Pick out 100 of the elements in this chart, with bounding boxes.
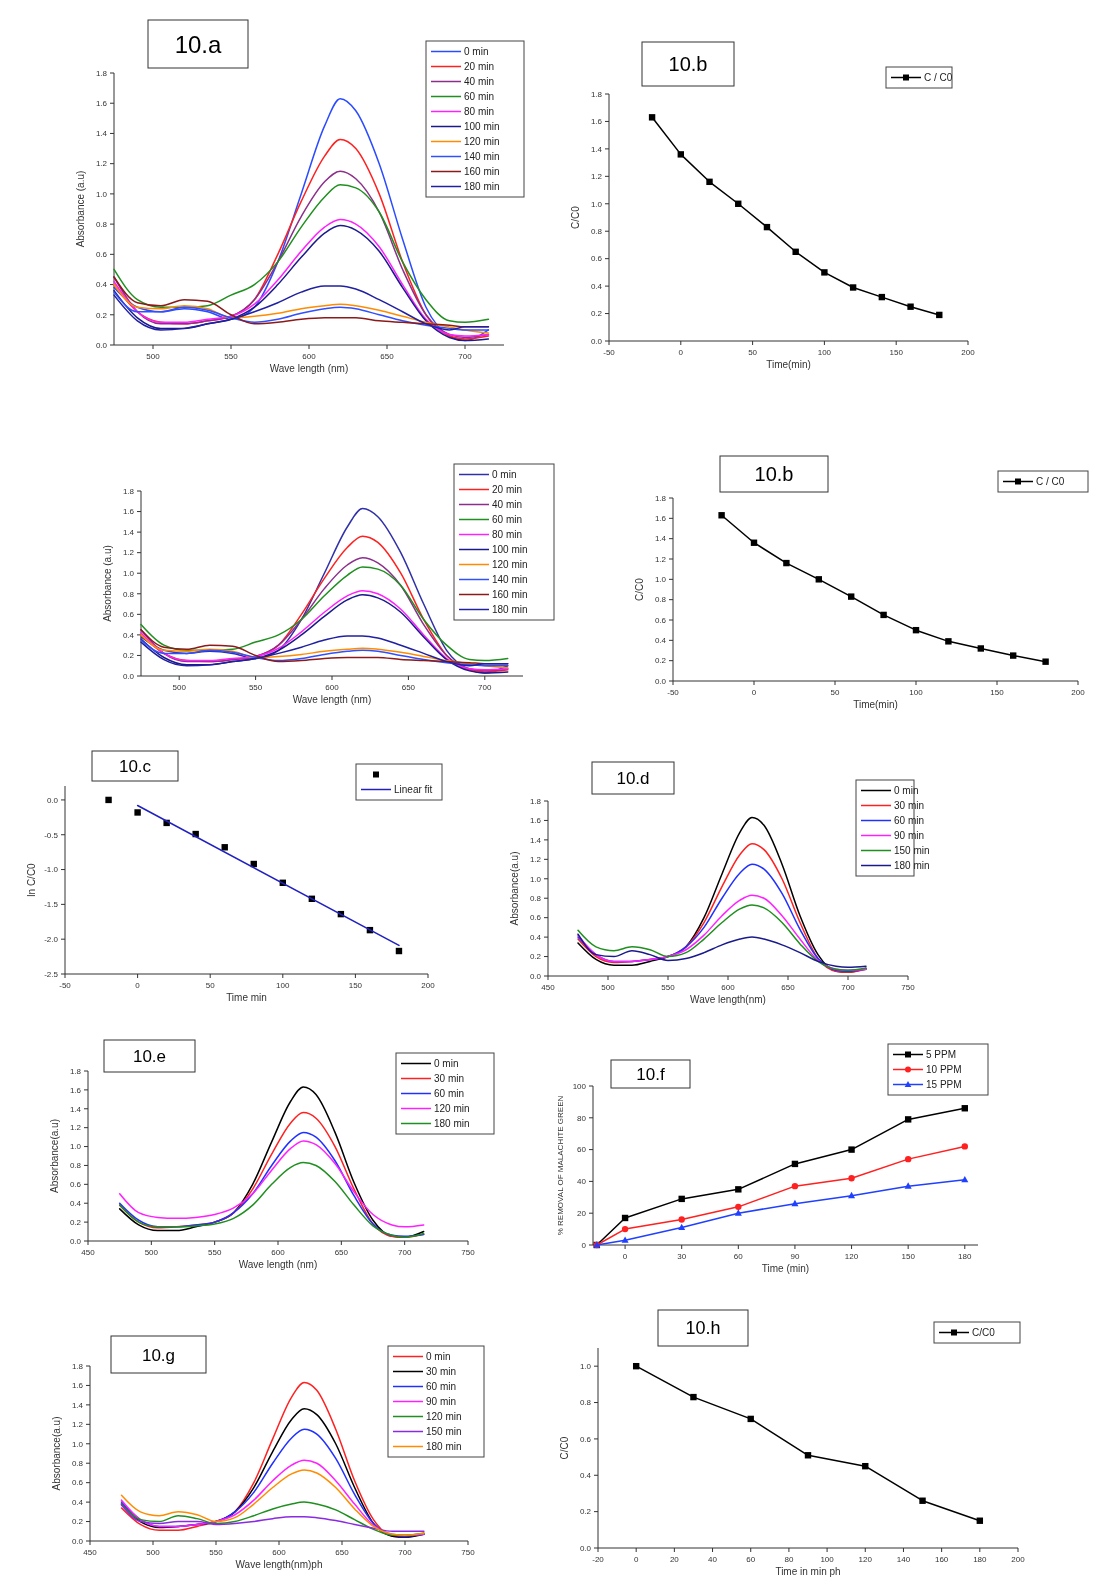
y-tick-label: 0.2: [69, 1217, 82, 1227]
legend-label: 5 PPM: [926, 1049, 957, 1060]
x-tick-label: 450: [541, 983, 556, 992]
x-tick-label: 160: [934, 1555, 949, 1564]
y-tick-label: 0.6: [95, 250, 108, 260]
y-tick-label: 0.8: [71, 1459, 84, 1469]
y-tick-label: 0.2: [95, 310, 108, 320]
y-tick-label: 1.8: [654, 493, 667, 503]
x-tick-label: 200: [961, 348, 976, 357]
x-tick-label: 500: [146, 352, 161, 361]
y-tick-label: 1.6: [69, 1085, 82, 1095]
y-tick-label: 0.4: [95, 280, 108, 290]
y-tick-label: 1.2: [529, 855, 542, 865]
x-axis-title: Wave length (nm): [292, 694, 372, 705]
y-tick-label: 1.6: [95, 99, 108, 109]
y-tick-label: 80: [577, 1113, 587, 1123]
x-tick-label: 20: [669, 1555, 680, 1564]
chart-title: 10.b: [668, 53, 708, 76]
y-axis-title: Absorbance (a.u): [75, 170, 86, 248]
legend-label: 90 min: [894, 830, 925, 841]
x-tick-label: 120: [844, 1252, 859, 1261]
y-tick-label: 0.8: [122, 589, 135, 599]
y-tick-label: -0.5: [44, 830, 59, 840]
x-tick-label: 90: [790, 1252, 800, 1261]
x-axis-title: Time(min): [853, 699, 898, 710]
legend-label: 150 min: [894, 845, 930, 856]
legend-label: C/C0: [972, 1327, 996, 1338]
legend-label: 60 min: [426, 1381, 457, 1392]
y-tick-label: 0.0: [590, 336, 603, 346]
y-tick-label: 20: [577, 1209, 587, 1218]
x-tick-label: 180: [973, 1555, 988, 1564]
y-tick-label: 0.0: [71, 1536, 84, 1546]
y-tick-label: 0.6: [69, 1180, 82, 1190]
chart-title: 10.a: [174, 30, 222, 58]
x-tick-label: 50: [748, 348, 758, 357]
x-tick-label: 600: [721, 983, 736, 992]
y-tick-label: 0.2: [579, 1507, 592, 1517]
y-tick-label: 0.0: [654, 676, 667, 686]
y-tick-label: 1.2: [95, 159, 108, 169]
x-tick-label: 100: [909, 688, 924, 697]
x-tick-label: 50: [830, 688, 840, 697]
x-axis-title: Time (min): [761, 1263, 810, 1274]
x-tick-label: 500: [172, 683, 187, 692]
y-tick-label: 0.6: [71, 1478, 84, 1488]
y-tick-label: 0.8: [654, 595, 667, 605]
x-tick-label: 750: [461, 1248, 476, 1257]
y-tick-label: 0.6: [122, 610, 135, 620]
y-axis-title: Absorbance(a.u): [51, 1416, 62, 1491]
y-tick-label: 1.8: [590, 89, 603, 99]
legend-label: 80 min: [492, 529, 523, 540]
x-tick-label: 500: [146, 1548, 161, 1557]
y-tick-label: 0.4: [529, 932, 542, 942]
legend-label: C / C0: [1036, 476, 1065, 487]
y-tick-label: 0.8: [69, 1161, 82, 1171]
x-tick-label: 600: [271, 1248, 286, 1257]
y-tick-label: 1.8: [71, 1361, 84, 1371]
y-tick-label: 1.4: [590, 144, 603, 154]
y-tick-label: 0.0: [95, 340, 108, 350]
legend-label: 0 min: [894, 785, 919, 796]
x-tick-label: 0: [751, 688, 757, 697]
x-tick-label: 500: [601, 983, 616, 992]
chart-title: 10.h: [685, 1318, 721, 1339]
y-tick-label: 1.6: [71, 1381, 84, 1391]
y-tick-label: 0.4: [654, 636, 667, 646]
y-axis-title: C/C0: [559, 1436, 570, 1460]
legend-label: 20 min: [464, 61, 495, 72]
y-tick-label: 1.2: [122, 548, 135, 558]
y-tick-label: -2.5: [44, 969, 59, 979]
y-tick-label: 1.8: [122, 486, 135, 496]
y-tick-label: 0.8: [590, 227, 603, 237]
y-tick-label: 0.6: [654, 615, 667, 625]
y-tick-label: -1.0: [44, 865, 59, 875]
x-tick-label: 650: [380, 352, 395, 361]
y-tick-label: 0.4: [579, 1471, 592, 1481]
x-tick-label: 180: [958, 1252, 973, 1261]
x-tick-label: 700: [397, 1248, 412, 1257]
y-tick-label: 0.6: [579, 1434, 592, 1444]
y-tick-label: 0.6: [529, 913, 542, 923]
x-tick-label: 550: [661, 983, 676, 992]
y-tick-label: 1.6: [590, 117, 603, 127]
chart-title: 10.b: [754, 463, 794, 486]
y-tick-label: 0.4: [122, 630, 135, 640]
x-tick-label: 60: [746, 1555, 756, 1564]
x-axis-title: Time min: [226, 992, 267, 1003]
legend-label: 180 min: [492, 604, 528, 615]
x-tick-label: 700: [398, 1548, 413, 1557]
legend-label: C / C0: [924, 72, 953, 83]
legend-label: 160 min: [492, 589, 528, 600]
legend-label: 150 min: [426, 1426, 462, 1437]
x-axis-title: Wave length (nm): [238, 1259, 318, 1270]
y-tick-label: 0.0: [46, 795, 59, 805]
x-tick-label: 550: [224, 352, 239, 361]
legend-label: Linear fit: [394, 784, 433, 795]
legend-label: 120 min: [434, 1103, 470, 1114]
legend-label: 60 min: [464, 91, 495, 102]
y-tick-label: 0.2: [654, 656, 667, 666]
legend-label: 0 min: [492, 469, 517, 480]
y-axis-title: C/C0: [570, 205, 581, 229]
y-axis-title: Absorbance (a.u): [102, 545, 113, 622]
y-axis-title: Absorbance(a.u): [49, 1119, 60, 1193]
